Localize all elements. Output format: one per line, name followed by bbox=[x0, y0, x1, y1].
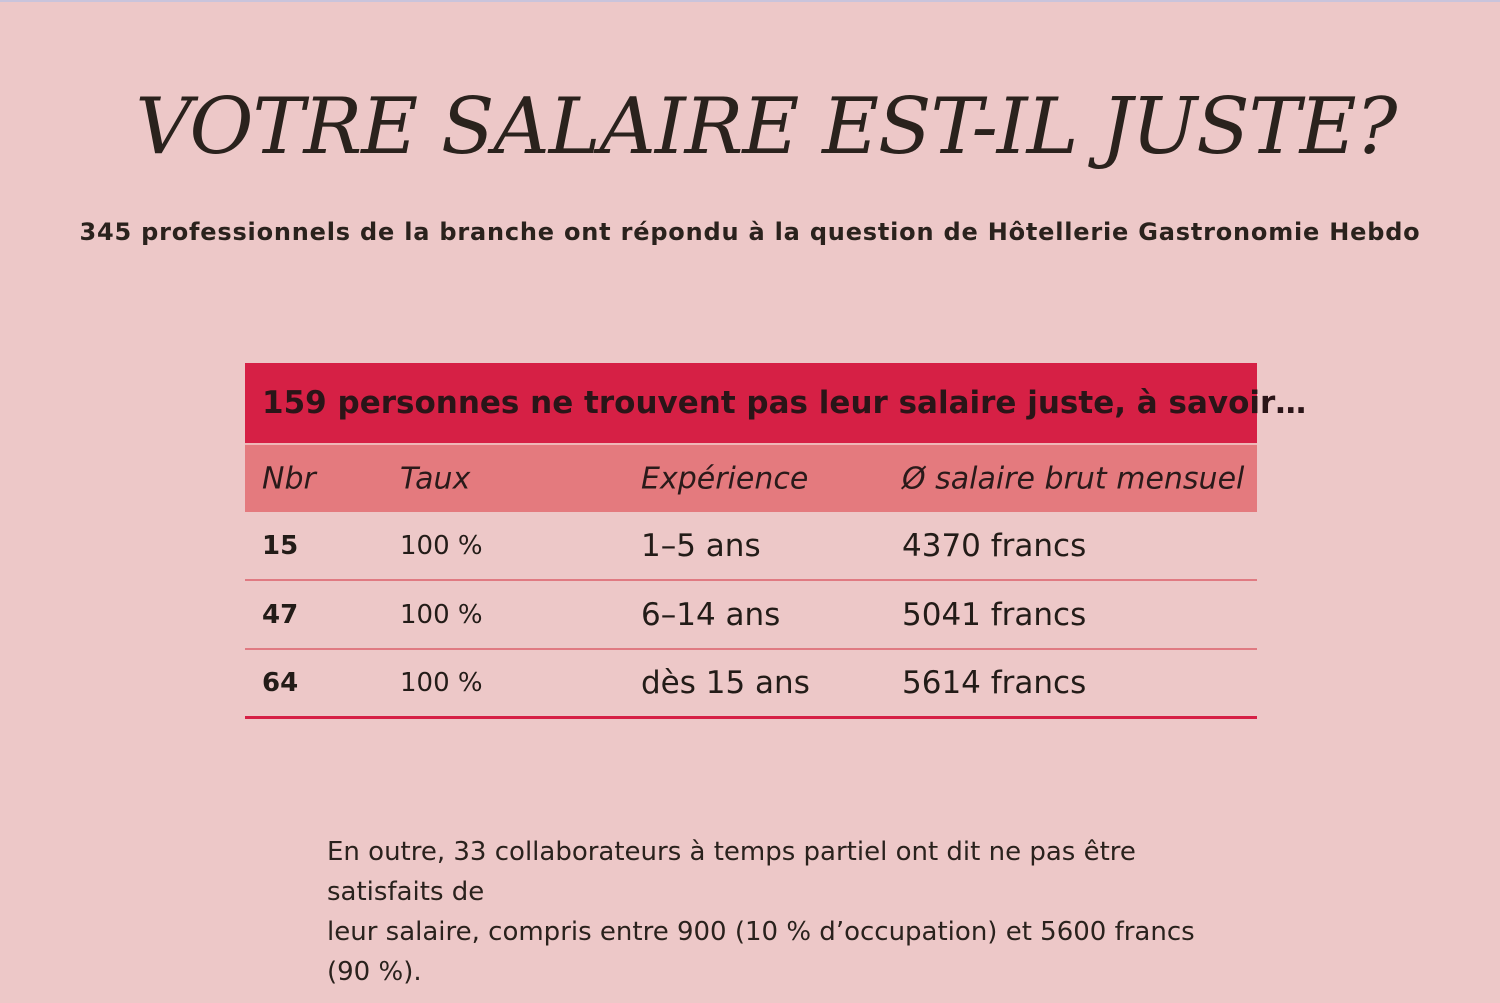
cell-experience: 6–14 ans bbox=[641, 596, 781, 633]
cell-experience: dès 15 ans bbox=[641, 665, 810, 701]
table-heading: 159 personnes ne trouvent pas leur salai… bbox=[245, 363, 1306, 443]
footnote-line: En outre, 33 collaborateurs à temps part… bbox=[327, 837, 1136, 907]
cell-salary: 5041 francs bbox=[902, 596, 1087, 633]
column-header-taux: Taux bbox=[400, 461, 471, 496]
cell-nbr: 64 bbox=[262, 668, 299, 698]
chart-subtitle: 345 professionnels de la branche ont rép… bbox=[79, 218, 1421, 246]
cell-nbr: 47 bbox=[262, 599, 299, 630]
cell-salary: 5614 francs bbox=[902, 665, 1087, 701]
footnote: En outre, 33 collaborateurs à temps part… bbox=[327, 832, 1227, 992]
cell-taux: 100 % bbox=[400, 668, 483, 698]
footnote-line: leur salaire, compris entre 900 (10 % d’… bbox=[327, 917, 1195, 987]
column-header-experience: Expérience bbox=[641, 461, 809, 496]
salary-table: 159 personnes ne trouvent pas leur salai… bbox=[245, 363, 1306, 719]
cell-nbr: 15 bbox=[262, 530, 299, 561]
chart-title: VOTRE SALAIRE EST-IL JUSTE? bbox=[135, 82, 1398, 172]
column-header-nbr: Nbr bbox=[262, 461, 316, 496]
cell-taux: 100 % bbox=[400, 599, 483, 630]
cell-taux: 100 % bbox=[400, 530, 483, 561]
cell-experience: 1–5 ans bbox=[641, 527, 761, 564]
table-row: 47 100 % 6–14 ans 5041 francs bbox=[245, 581, 1257, 650]
top-rule bbox=[0, 0, 1500, 2]
cell-salary: 4370 francs bbox=[902, 527, 1087, 564]
table-row: 64 100 % dès 15 ans 5614 francs bbox=[245, 650, 1257, 719]
column-header-salary: Ø salaire brut mensuel bbox=[902, 461, 1245, 496]
table-row: 15 100 % 1–5 ans 4370 francs bbox=[245, 512, 1257, 581]
column-header-row: Nbr Taux Expérience Ø salaire brut mensu… bbox=[245, 443, 1257, 512]
